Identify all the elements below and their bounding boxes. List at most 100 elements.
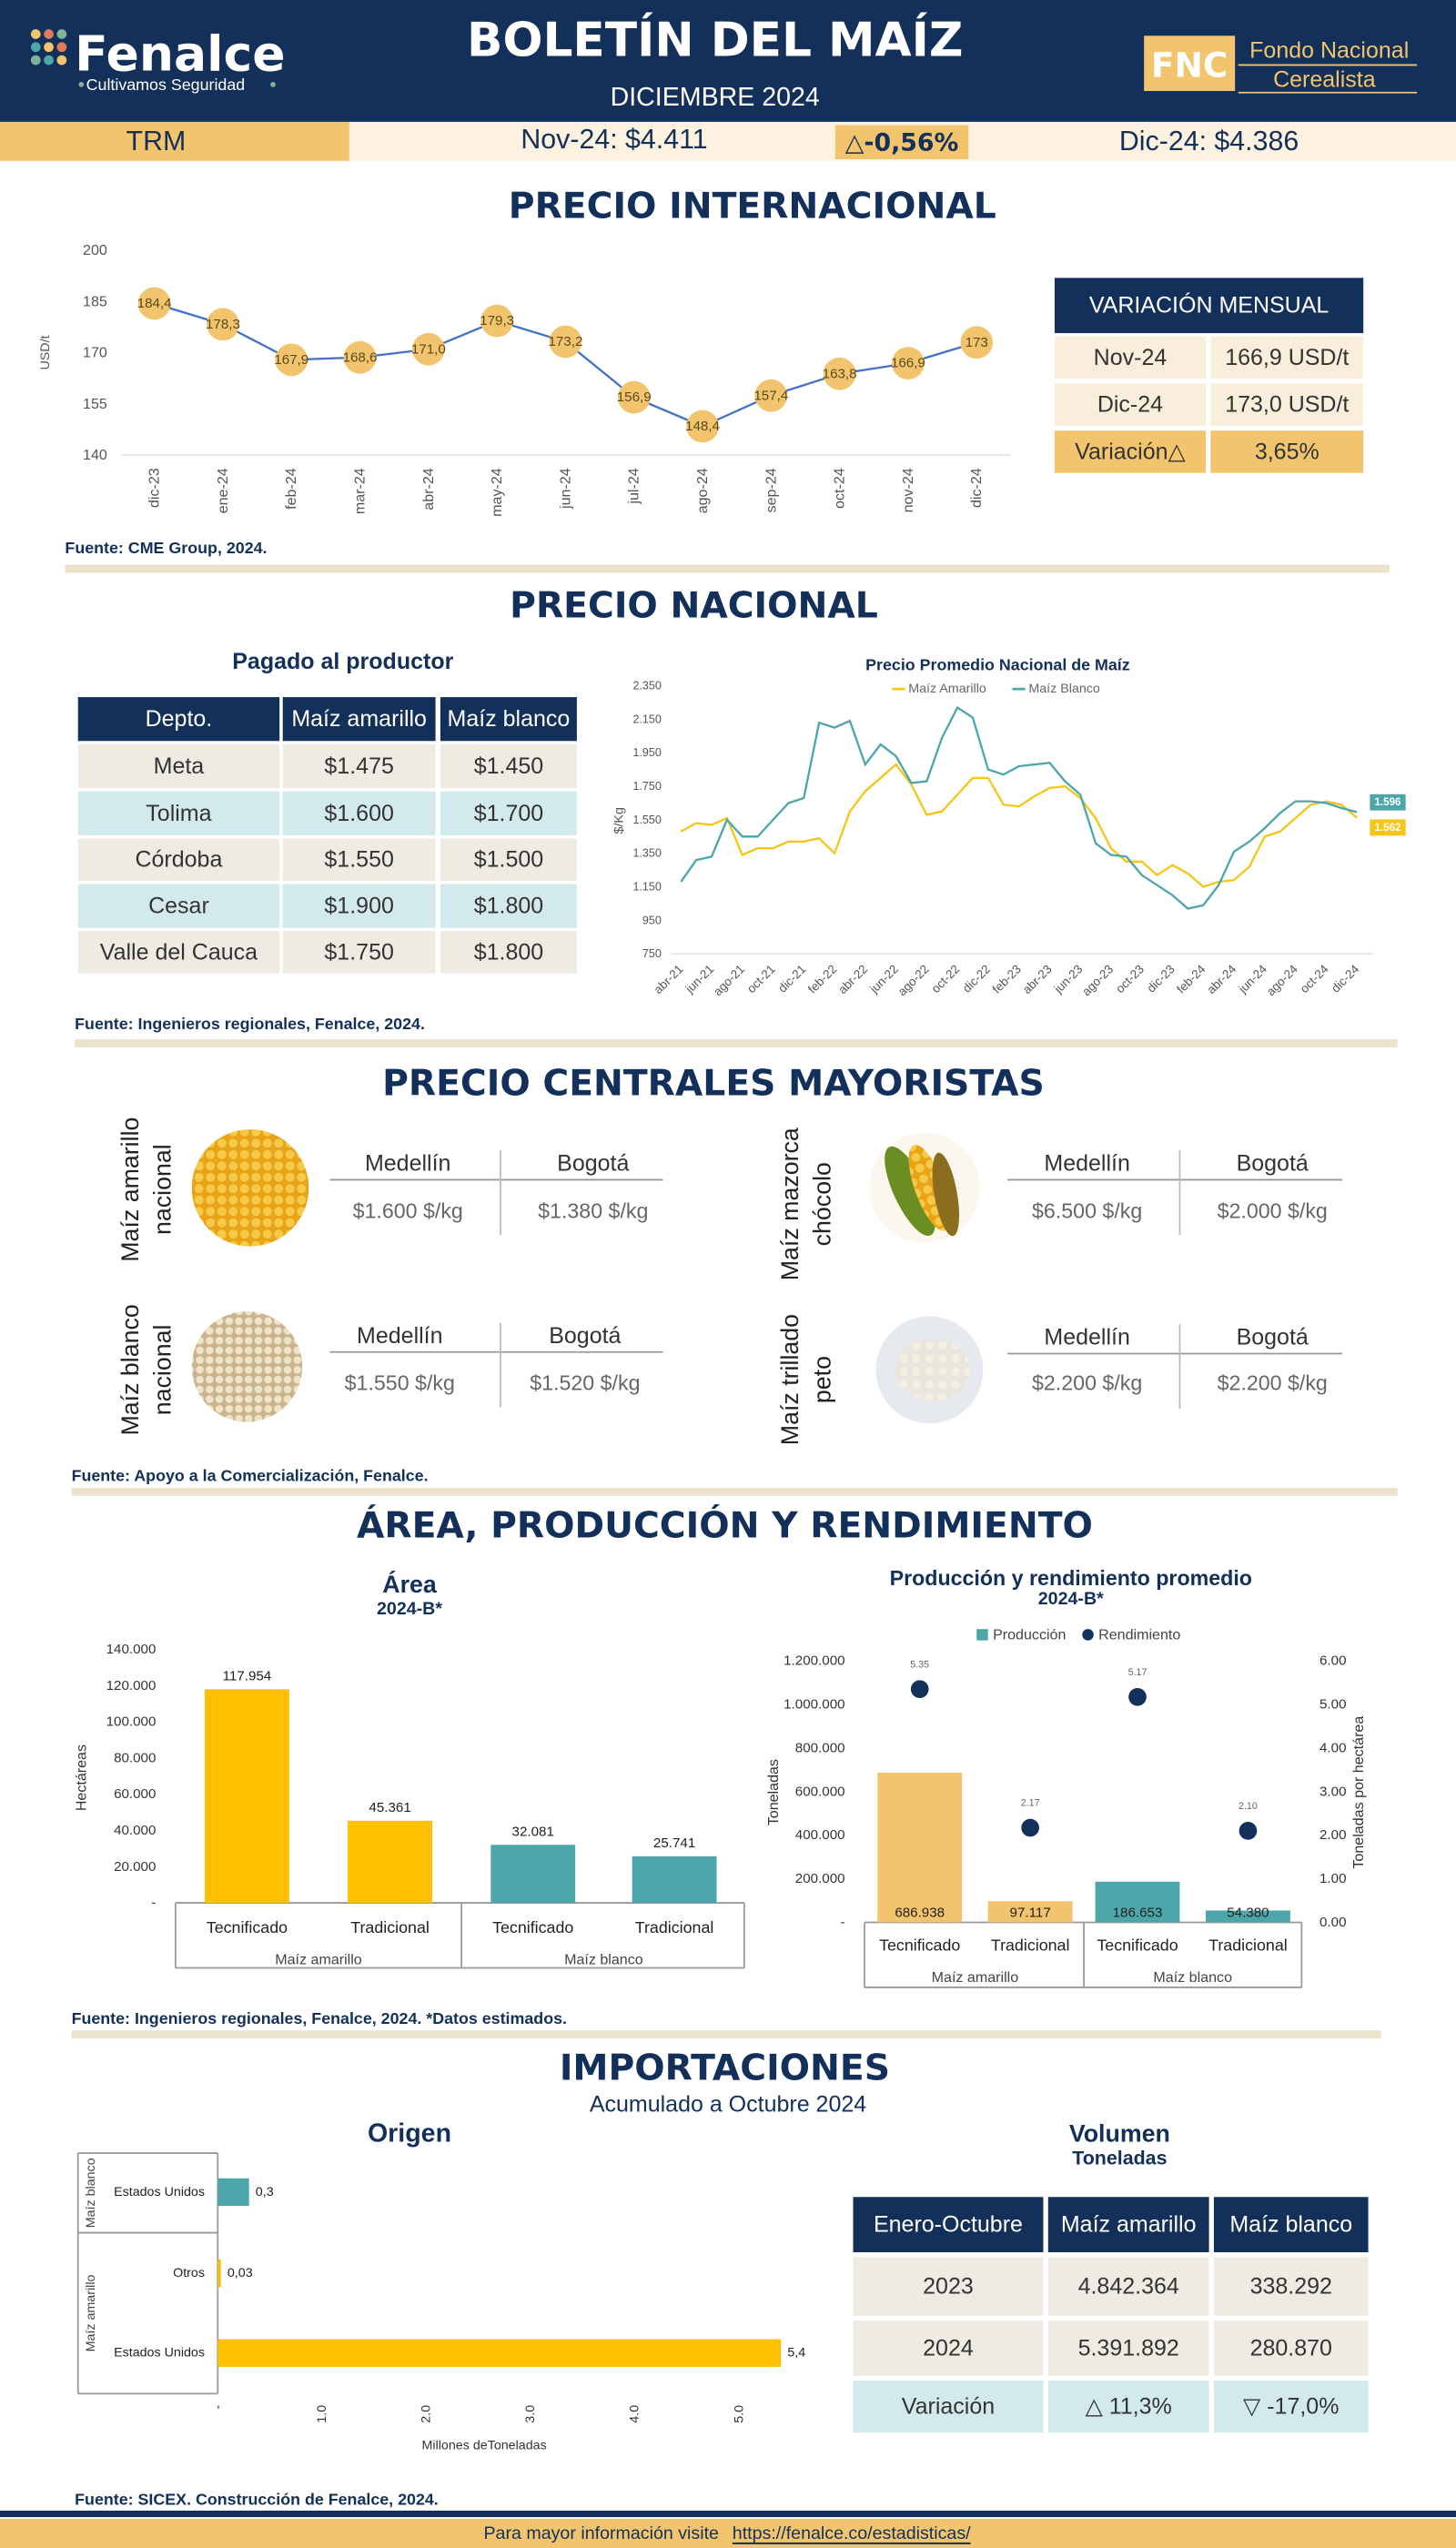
trm-change: △-0,56%: [845, 129, 959, 157]
table-cell-text: Córdoba: [135, 847, 222, 873]
table-cell-text: $1.800: [474, 939, 543, 965]
city-label: Bogotá: [1237, 1151, 1309, 1177]
end-label-bg: [1370, 794, 1406, 811]
bar: [490, 1845, 576, 1904]
trm-label-bg: [0, 121, 349, 161]
point-marker: [823, 357, 856, 390]
chart-title: Origen: [368, 2119, 451, 2149]
point-marker: [960, 326, 994, 359]
x-tick-label: Tecnificado: [879, 1936, 960, 1955]
x-tick-label: dic-22: [960, 962, 993, 995]
table-cell: [1047, 2257, 1209, 2316]
x-tick-label: Tradicional: [1208, 1936, 1288, 1955]
point-marker: [1239, 1822, 1258, 1840]
table-cell-text: 4.842.364: [1078, 2274, 1179, 2300]
y-tick-label: Otros: [173, 2266, 205, 2280]
y-tick-label: 100.000: [106, 1714, 157, 1730]
footer-text: Para mayor información visite: [483, 2523, 719, 2543]
table-cell: [1047, 2381, 1209, 2433]
source-note: Fuente: Ingenieros regionales, Fenalce, …: [72, 2009, 567, 2027]
source-note: Fuente: CME Group, 2024.: [65, 539, 267, 557]
group-label: Maíz amarillo: [932, 1969, 1019, 1986]
trm-previous: Nov-24: $4.411: [521, 125, 707, 155]
group-label: Maíz blanco: [84, 2158, 98, 2228]
product-image: [191, 1311, 303, 1422]
x-tick-label: ago-22: [895, 962, 932, 998]
x-tick-label: Tecnificado: [1097, 1936, 1178, 1955]
source-note: Fuente: Apoyo a la Comercialización, Fen…: [72, 1466, 429, 1484]
table-header-cell: [440, 697, 577, 742]
table-cell: [1213, 2381, 1369, 2433]
chart-title: Área: [382, 1570, 438, 1598]
data-label: 178,3: [206, 317, 240, 332]
chart-subtitle: 2024-B*: [1038, 1589, 1104, 1609]
x-tick-label: 2.0: [420, 2405, 434, 2423]
price: $1.550 $/kg: [345, 1371, 455, 1395]
table-cell-text: 173,0 USD/t: [1225, 392, 1349, 418]
trm-change-bg: [834, 125, 969, 159]
series-line: [680, 705, 1358, 910]
y-tick-label: -: [151, 1896, 156, 1911]
table-header: Enero-Octubre: [874, 2212, 1023, 2238]
point-marker: [411, 332, 445, 366]
group-label: Maíz blanco: [1153, 1969, 1232, 1986]
x-tick-label: feb-22: [805, 962, 839, 996]
end-label-bg: [1370, 819, 1406, 836]
x-tick-label: jun-22: [866, 962, 901, 996]
y-tick-label: 140.000: [106, 1642, 157, 1657]
table-cell: [77, 884, 280, 928]
y-tick-label: Estados Unidos: [114, 2346, 205, 2361]
data-label: 117.954: [223, 1669, 272, 1684]
x-tick-label: ene-24: [215, 468, 231, 513]
table-cell-text: 2023: [923, 2274, 974, 2300]
group-label: Maíz amarillo: [275, 1952, 362, 1968]
point-marker: [892, 347, 925, 379]
table-header-cell: [77, 697, 280, 742]
table-cell-text: 338.292: [1250, 2274, 1332, 2300]
y-tick-label: 155: [83, 396, 107, 412]
table-cell-text: ▽ -17,0%: [1243, 2394, 1339, 2420]
point-marker: [275, 343, 308, 377]
x-tick-label: 3.0: [523, 2405, 538, 2423]
y-tick-label: 1.150: [633, 881, 662, 894]
x-tick-label: oct-24: [1298, 962, 1331, 996]
section-title: ÁREA, PRODUCCIÓN Y RENDIMIENTO: [357, 1503, 1093, 1546]
table-cell: [282, 743, 436, 789]
y-tick-label: 1.200.000: [784, 1653, 844, 1669]
legend-swatch: [976, 1629, 988, 1641]
x-tick-label: may-24: [489, 468, 505, 517]
x-tick-label: feb-24: [283, 468, 299, 510]
x-tick-label: abr-23: [1020, 962, 1055, 996]
table-cell-text: 3,65%: [1255, 439, 1320, 464]
point-marker: [137, 287, 171, 320]
data-label: 157,4: [753, 388, 788, 403]
table-cell: [1047, 2320, 1209, 2376]
table-cell-text: $1.550: [324, 847, 393, 873]
data-label: 168,6: [343, 349, 378, 365]
y-tick-label: Estados Unidos: [114, 2185, 205, 2199]
section-title: IMPORTACIONES: [560, 2048, 890, 2089]
bar: [217, 2339, 782, 2367]
table-cell: [282, 838, 436, 881]
page-title: BOLETÍN DEL MAÍZ: [467, 13, 963, 68]
price: $1.520 $/kg: [530, 1371, 640, 1395]
table-cell: [853, 2257, 1044, 2316]
table-cell: [1210, 430, 1364, 473]
x-tick-label: Tradicional: [635, 1918, 714, 1936]
product-name: Maíz amarillo: [116, 1117, 144, 1262]
table-cell-text: Meta: [154, 753, 205, 779]
city-label: Medellín: [365, 1151, 451, 1177]
group-label: Maíz blanco: [564, 1952, 643, 1968]
chart-title: Precio Promedio Nacional de Maíz: [865, 655, 1130, 673]
point-marker: [207, 308, 239, 341]
data-label: 45.361: [369, 1800, 410, 1815]
table-cell-text: $1.475: [324, 753, 393, 779]
footer-link[interactable]: https://fenalce.co/estadisticas/: [733, 2523, 971, 2543]
bar: [205, 1689, 289, 1904]
y-tick-label: 1.550: [633, 814, 662, 826]
data-label: 54.380: [1227, 1905, 1269, 1920]
x-axis-label: Millones deToneladas: [422, 2439, 547, 2453]
price: $6.500 $/kg: [1032, 1198, 1142, 1222]
product-name: Maíz mazorca: [776, 1127, 804, 1280]
fnc-name: Fondo Nacional: [1249, 37, 1409, 63]
